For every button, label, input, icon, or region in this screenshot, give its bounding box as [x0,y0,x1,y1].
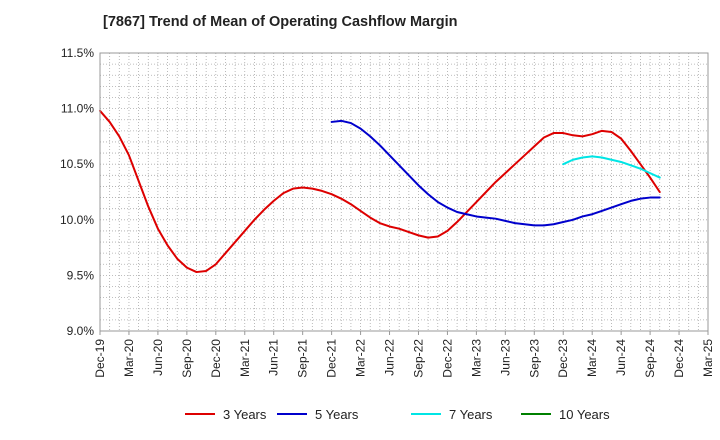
x-tick-label: Mar-23 [469,339,483,377]
legend-label-3-years: 3 Years [223,407,267,422]
x-tick-label: Jun-21 [267,339,281,376]
x-tick-label: Sep-23 [527,339,541,378]
x-tick-label: Dec-24 [672,339,686,378]
x-tick-label: Dec-19 [93,339,107,378]
series-layer [99,109,661,274]
x-tick-label: Mar-25 [701,339,715,377]
x-tick-label: Mar-20 [122,339,136,377]
x-tick-label: Mar-22 [354,339,368,377]
axis-layer: 9.0% 9.5% 10.0% 10.5% 11.0% 11.5% Dec-19 Mar-20… [60,46,715,378]
y-tick-label: 11.0% [61,102,94,116]
legend: 3 Years 5 Years 7 Years 10 Years [185,407,610,422]
x-tick-label: Sep-22 [411,339,425,378]
x-tick-label: Sep-24 [643,339,657,378]
x-tick-label: Dec-22 [440,339,454,378]
x-tick-label: Jun-24 [614,339,628,376]
x-tick-label: Sep-20 [180,339,194,378]
y-tick-label: 10.5% [60,157,94,171]
y-tick-label: 9.5% [67,268,95,282]
legend-label-10-years: 10 Years [559,407,610,422]
x-tick-label: Jun-23 [498,339,512,376]
legend-label-7-years: 7 Years [449,407,493,422]
chart-title: [7867] Trend of Mean of Operating Cashfl… [103,14,458,30]
series-line-3-years [99,109,661,274]
x-tick-label: Mar-21 [238,339,252,377]
x-tick-label: Jun-20 [151,339,165,376]
x-tick-label: Sep-21 [296,339,310,378]
plot-frame [99,52,709,332]
x-tick-label: Dec-23 [556,339,570,378]
y-tick-label: 11.5% [61,46,94,60]
x-tick-label: Mar-24 [585,339,599,377]
y-tick-label: 9.0% [67,324,95,338]
x-tick-label: Dec-21 [325,339,339,378]
x-tick-label: Dec-20 [209,339,223,378]
grid-layer [100,53,708,331]
series-line-7-years [562,155,661,179]
x-tick-label: Jun-22 [383,339,397,376]
y-tick-label: 10.0% [60,213,94,227]
series-line-5-years [330,119,661,227]
plot-background [100,53,708,331]
legend-label-5-years: 5 Years [315,407,359,422]
